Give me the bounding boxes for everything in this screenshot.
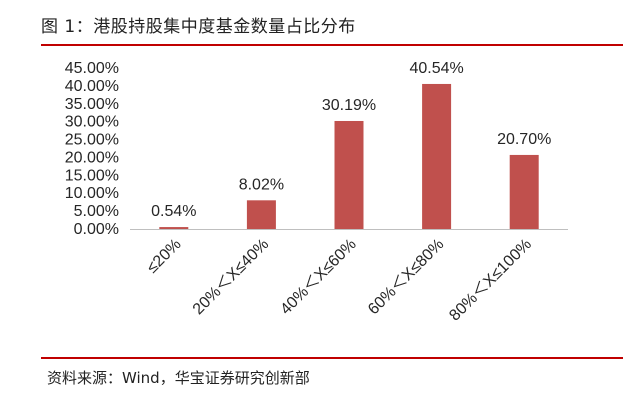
data-label: 30.19% xyxy=(322,97,376,114)
title-divider xyxy=(41,44,623,46)
source-note: 资料来源：Wind，华宝证券研究创新部 xyxy=(47,369,310,387)
x-tick-label: 60%＜X≤80% xyxy=(365,236,447,318)
x-tick-label: 40%＜X≤60% xyxy=(277,236,359,318)
y-tick-label: 40.00% xyxy=(65,78,119,95)
data-label: 0.54% xyxy=(151,203,196,220)
y-tick-label: 15.00% xyxy=(65,167,119,184)
y-tick-label: 0.00% xyxy=(74,221,119,238)
y-tick-label: 10.00% xyxy=(65,185,119,202)
data-label: 20.70% xyxy=(497,131,551,148)
y-tick-label: 5.00% xyxy=(74,203,119,220)
x-tick-label: 80%＜X≤100% xyxy=(446,236,535,325)
y-tick-label: 25.00% xyxy=(65,132,119,149)
x-tick-label: ≤20% xyxy=(144,236,185,277)
bar xyxy=(422,83,452,230)
y-tick-label: 35.00% xyxy=(65,96,119,113)
y-tick-label: 30.00% xyxy=(65,114,119,131)
bar xyxy=(246,200,276,229)
figure-title: 图 1：港股持股集中度基金数量占比分布 xyxy=(41,17,356,37)
y-tick-label: 45.00% xyxy=(65,60,119,77)
bar xyxy=(509,154,539,229)
y-tick-label: 20.00% xyxy=(65,149,119,166)
data-label: 8.02% xyxy=(239,176,284,193)
bar xyxy=(159,227,189,229)
bar xyxy=(334,120,364,229)
source-divider xyxy=(41,357,623,359)
data-label: 40.54% xyxy=(409,60,463,77)
x-tick-label: 20%＜X≤40% xyxy=(190,236,272,318)
